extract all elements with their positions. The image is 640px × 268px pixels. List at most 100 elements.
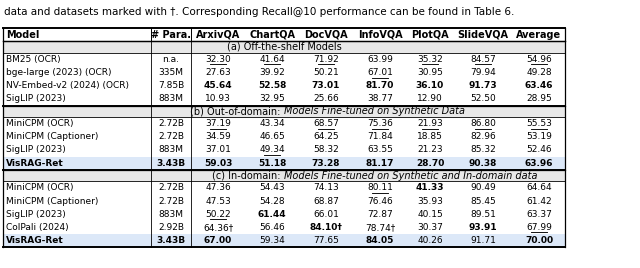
Text: 71.92: 71.92: [313, 55, 339, 64]
Text: 70.00: 70.00: [525, 236, 553, 245]
Bar: [3, 170, 565, 181]
Text: 34.59: 34.59: [205, 132, 231, 141]
Text: (b) Out-of-domain:: (b) Out-of-domain:: [191, 106, 284, 116]
Text: 21.93: 21.93: [417, 119, 443, 128]
Text: VisRAG-Ret: VisRAG-Ret: [6, 159, 64, 168]
Text: VisRAG-Ret: VisRAG-Ret: [6, 236, 64, 245]
Text: 91.71: 91.71: [470, 236, 496, 245]
Text: 89.51: 89.51: [470, 210, 496, 219]
Text: 883M: 883M: [159, 94, 184, 103]
Text: 36.10: 36.10: [416, 81, 444, 90]
Text: 84.57: 84.57: [470, 55, 496, 64]
Text: 61.44: 61.44: [258, 210, 286, 219]
Text: 54.28: 54.28: [259, 197, 285, 206]
Text: 53.19: 53.19: [526, 132, 552, 141]
Text: n.a.: n.a.: [163, 55, 179, 64]
Text: SigLIP (2023): SigLIP (2023): [6, 94, 66, 103]
Text: 55.53: 55.53: [526, 119, 552, 128]
Text: 56.46: 56.46: [259, 223, 285, 232]
Text: 12.90: 12.90: [417, 94, 443, 103]
Text: 50.21: 50.21: [313, 68, 339, 77]
Bar: [3, 28, 565, 41]
Text: 883M: 883M: [159, 146, 184, 154]
Text: 3.43B: 3.43B: [156, 236, 186, 245]
Text: MiniCPM (Captioner): MiniCPM (Captioner): [6, 132, 99, 141]
Text: 2.72B: 2.72B: [158, 183, 184, 192]
Text: 54.43: 54.43: [259, 183, 285, 192]
Text: 51.18: 51.18: [258, 159, 286, 168]
Text: 63.37: 63.37: [526, 210, 552, 219]
Bar: [3, 181, 565, 195]
Text: Models Fine-tuned on Synthetic and In-domain data: Models Fine-tuned on Synthetic and In-do…: [284, 170, 538, 181]
Text: 21.23: 21.23: [417, 146, 443, 154]
Text: 85.32: 85.32: [470, 146, 496, 154]
Text: 67.01: 67.01: [367, 68, 393, 77]
Text: 93.91: 93.91: [468, 223, 497, 232]
Text: 7.85B: 7.85B: [158, 81, 184, 90]
Text: 67.99: 67.99: [526, 223, 552, 232]
Text: 52.58: 52.58: [258, 81, 286, 90]
Text: 81.17: 81.17: [365, 159, 394, 168]
Text: 71.84: 71.84: [367, 132, 393, 141]
Text: MiniCPM (Captioner): MiniCPM (Captioner): [6, 197, 99, 206]
Text: 2.92B: 2.92B: [158, 223, 184, 232]
Text: 68.87: 68.87: [313, 197, 339, 206]
Text: 67.00: 67.00: [204, 236, 232, 245]
Bar: [3, 106, 565, 117]
Bar: [3, 208, 565, 221]
Text: (a) Off-the-shelf Models: (a) Off-the-shelf Models: [227, 42, 341, 52]
Text: 84.10†: 84.10†: [310, 223, 342, 232]
Bar: [3, 79, 565, 92]
Text: 86.80: 86.80: [470, 119, 496, 128]
Text: 25.66: 25.66: [313, 94, 339, 103]
Text: 18.85: 18.85: [417, 132, 443, 141]
Text: 54.96: 54.96: [526, 55, 552, 64]
Text: 49.28: 49.28: [526, 68, 552, 77]
Text: 90.38: 90.38: [469, 159, 497, 168]
Text: 90.49: 90.49: [470, 183, 496, 192]
Bar: [3, 234, 565, 247]
Text: 68.57: 68.57: [313, 119, 339, 128]
Text: 59.03: 59.03: [204, 159, 232, 168]
Text: 52.50: 52.50: [470, 94, 496, 103]
Text: 72.87: 72.87: [367, 210, 393, 219]
Text: Model: Model: [6, 29, 40, 40]
Text: Models Fine-tuned on Synthetic Data: Models Fine-tuned on Synthetic Data: [284, 106, 465, 116]
Text: DocVQA: DocVQA: [304, 29, 348, 40]
Text: (c) In-domain:: (c) In-domain:: [212, 170, 284, 181]
Text: # Para.: # Para.: [151, 29, 191, 40]
Text: bge-large (2023) (OCR): bge-large (2023) (OCR): [6, 68, 111, 77]
Text: 66.01: 66.01: [313, 210, 339, 219]
Text: 63.55: 63.55: [367, 146, 393, 154]
Text: 74.13: 74.13: [313, 183, 339, 192]
Bar: [3, 53, 565, 66]
Text: 39.92: 39.92: [259, 68, 285, 77]
Text: 46.65: 46.65: [259, 132, 285, 141]
Text: ArxivQA: ArxivQA: [196, 29, 240, 40]
Text: 335M: 335M: [159, 68, 184, 77]
Text: 883M: 883M: [159, 210, 184, 219]
Text: 45.64: 45.64: [204, 81, 232, 90]
Text: 40.26: 40.26: [417, 236, 443, 245]
Text: 37.19: 37.19: [205, 119, 231, 128]
Text: data and datasets marked with †. Corresponding Recall@10 performance can be foun: data and datasets marked with †. Corresp…: [4, 7, 515, 17]
Text: 27.63: 27.63: [205, 68, 231, 77]
Text: 91.73: 91.73: [468, 81, 497, 90]
Text: 28.70: 28.70: [416, 159, 444, 168]
Text: 58.32: 58.32: [313, 146, 339, 154]
Text: 37.01: 37.01: [205, 146, 231, 154]
Text: 64.36†: 64.36†: [203, 223, 233, 232]
Text: 10.93: 10.93: [205, 94, 231, 103]
Bar: [3, 157, 565, 170]
Text: 78.74†: 78.74†: [365, 223, 395, 232]
Text: BM25 (OCR): BM25 (OCR): [6, 55, 61, 64]
Text: SlideVQA: SlideVQA: [458, 29, 509, 40]
Text: 2.72B: 2.72B: [158, 197, 184, 206]
Text: 2.72B: 2.72B: [158, 132, 184, 141]
Text: 2.72B: 2.72B: [158, 119, 184, 128]
Bar: [3, 117, 565, 130]
Text: 35.93: 35.93: [417, 197, 443, 206]
Text: 63.99: 63.99: [367, 55, 393, 64]
Text: ChartQA: ChartQA: [249, 29, 295, 40]
Text: 77.65: 77.65: [313, 236, 339, 245]
